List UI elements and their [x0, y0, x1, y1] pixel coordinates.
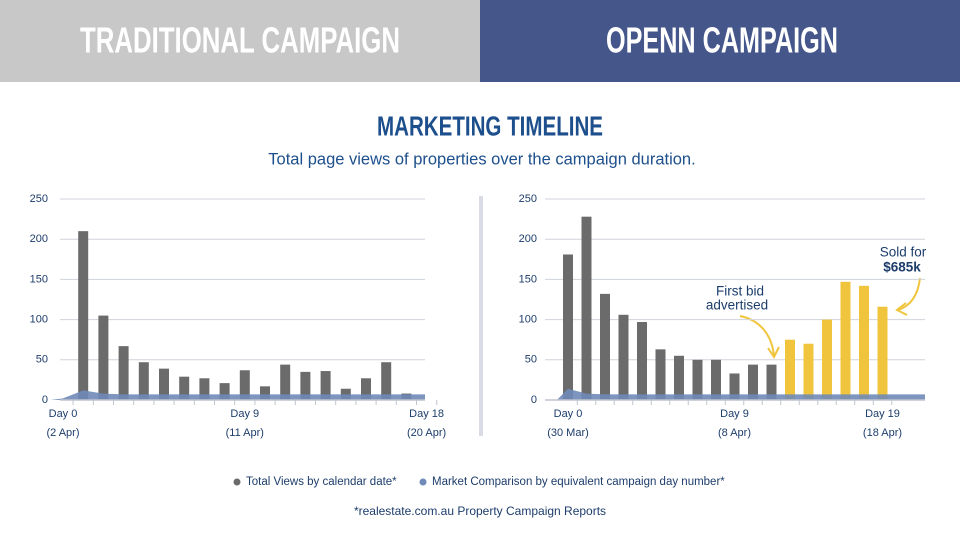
subtitle: Total page views of properties over the … — [268, 150, 695, 168]
bar — [581, 216, 592, 400]
bar — [803, 343, 814, 400]
bar — [320, 371, 331, 400]
bar — [674, 355, 684, 400]
bar — [766, 364, 777, 400]
annotation: $685k — [883, 260, 921, 275]
market-area — [50, 390, 427, 400]
bar — [563, 254, 573, 400]
bar — [618, 314, 629, 400]
x-tick-date: (11 Apr) — [226, 427, 264, 439]
header-left: TRADITIONAL CAMPAIGN — [80, 20, 400, 61]
bar — [361, 378, 371, 400]
bar — [78, 231, 89, 400]
bar — [859, 285, 869, 400]
bar — [711, 359, 721, 400]
bar — [822, 319, 832, 400]
x-tick-date: (30 Mar) — [547, 427, 589, 439]
legend-swatch — [233, 478, 241, 486]
y-tick-label: 100 — [519, 314, 537, 326]
annotation: Sold for — [880, 245, 927, 260]
bar — [729, 373, 740, 400]
bar — [199, 378, 210, 400]
x-tick-label: Day 9 — [720, 408, 749, 420]
bar — [118, 346, 129, 400]
bar — [637, 322, 647, 400]
bar — [381, 362, 392, 400]
legend-label: Total Views by calendar date* — [246, 476, 397, 488]
annotation: First bid — [716, 284, 764, 299]
bar — [748, 364, 758, 400]
bar — [159, 368, 169, 400]
y-tick-label: 250 — [519, 193, 537, 205]
header-right: OPENN CAMPAIGN — [606, 20, 838, 61]
x-tick-date: (18 Apr) — [863, 427, 902, 439]
annotation-arrowhead — [895, 302, 908, 316]
bar — [98, 315, 109, 400]
bar — [138, 362, 149, 400]
bar — [219, 383, 230, 400]
bar — [840, 281, 851, 400]
bar — [655, 349, 666, 400]
bar — [692, 359, 703, 400]
x-tick-label: Day 9 — [230, 408, 259, 420]
bar — [785, 339, 795, 400]
x-tick-label: Day 19 — [865, 408, 900, 420]
y-tick-label: 50 — [525, 354, 537, 366]
annotation-arrow — [897, 277, 921, 311]
y-tick-label: 100 — [30, 314, 48, 326]
legend-swatch — [419, 478, 427, 486]
bar — [179, 376, 190, 400]
header-left-band — [0, 0, 480, 82]
y-tick-label: 150 — [30, 273, 48, 285]
x-tick-label: Day 0 — [49, 408, 78, 420]
y-tick-label: 200 — [30, 233, 48, 245]
y-tick-label: 0 — [531, 394, 537, 406]
market-area — [556, 388, 925, 400]
y-tick-label: 200 — [519, 233, 537, 245]
bar — [280, 364, 291, 400]
annotation: advertised — [706, 298, 768, 313]
x-tick-date: (20 Apr) — [407, 427, 446, 439]
annotation-arrowhead — [767, 346, 780, 359]
bar — [600, 293, 610, 400]
bar — [260, 386, 270, 400]
bar — [877, 306, 888, 400]
y-tick-label: 50 — [36, 354, 48, 366]
annotation-arrow — [739, 315, 775, 357]
header-right-band — [480, 0, 960, 82]
y-tick-label: 250 — [30, 193, 48, 205]
bar — [300, 371, 311, 400]
x-tick-label: Day 18 — [409, 408, 444, 420]
x-tick-date: (8 Apr) — [718, 427, 751, 439]
y-tick-label: 0 — [42, 394, 48, 406]
x-tick-date: (2 Apr) — [46, 427, 79, 439]
title: MARKETING TIMELINE — [377, 110, 603, 141]
x-tick-label: Day 0 — [554, 408, 583, 420]
bar — [239, 370, 250, 400]
y-tick-label: 150 — [519, 273, 537, 285]
legend-label: Market Comparison by equivalent campaign… — [432, 476, 725, 488]
footnote: *realestate.com.au Property Campaign Rep… — [354, 504, 606, 518]
